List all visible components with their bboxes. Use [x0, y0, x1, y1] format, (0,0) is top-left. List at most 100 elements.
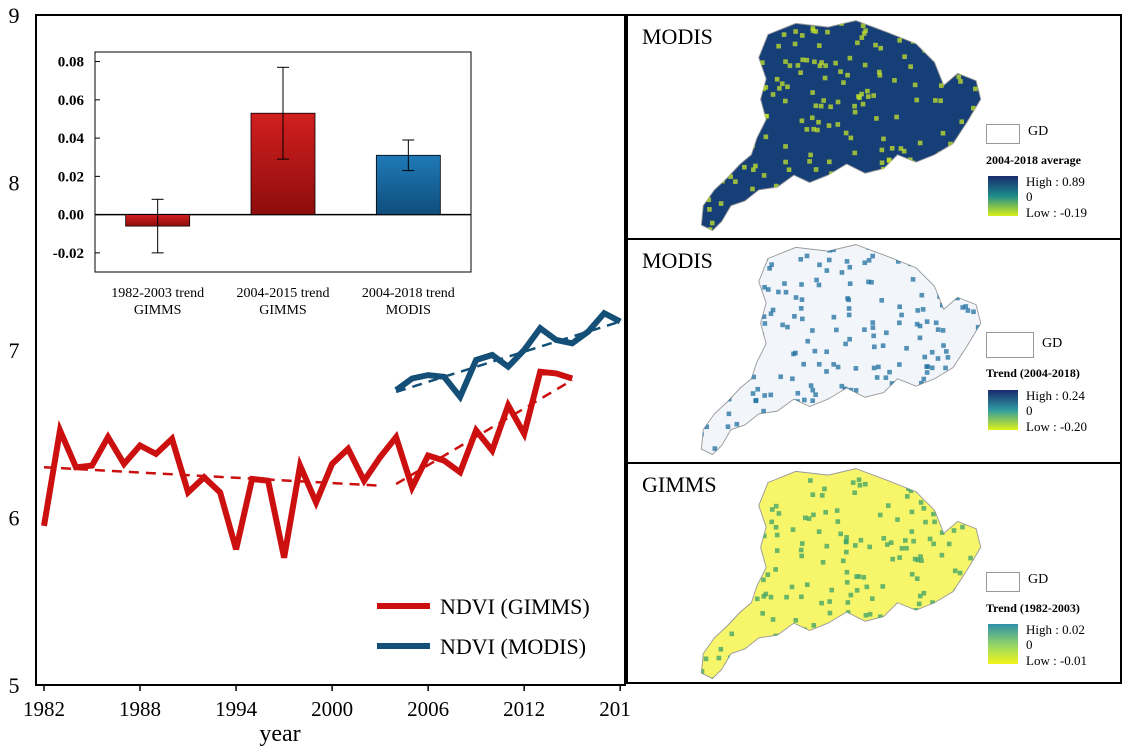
map-pixel [822, 75, 828, 81]
map-pixel [768, 311, 774, 317]
map-pixel [799, 417, 804, 423]
map-pixel [769, 211, 775, 217]
map-pixel [884, 679, 889, 684]
map-pixel [704, 251, 710, 257]
map-pixel [776, 289, 781, 295]
map-pixel [831, 314, 837, 320]
map-panel-3: GIMMS GD Trend (1982-2003) High : 0.02 0 Low … [626, 462, 1122, 684]
map-pixel [759, 637, 765, 643]
map-pixel [960, 524, 965, 530]
map-pixel [812, 59, 817, 65]
map-pixel [718, 201, 724, 206]
map-pixel [944, 154, 949, 159]
map-pixel [915, 308, 921, 313]
map-pixel [795, 63, 801, 68]
map-pixel [844, 579, 850, 585]
map-pixel [963, 128, 968, 133]
map-pixel [742, 164, 747, 170]
ramp-low-label: Low : -0.19 [1026, 205, 1088, 220]
map-pixel [773, 524, 779, 530]
map-pixel [888, 658, 893, 664]
map-pixel [886, 662, 891, 668]
map-pixel [897, 362, 902, 367]
legend-title: 2004-2018 average [986, 153, 1081, 167]
map-pixel [904, 494, 910, 499]
map-pixel [885, 638, 890, 644]
map-pixel [909, 431, 914, 437]
map-pixel [895, 259, 901, 264]
map-pixel [710, 105, 716, 110]
map-pixel [718, 104, 724, 110]
map-pixel [793, 350, 798, 356]
map-pixel [835, 364, 841, 370]
map-pixel [741, 599, 746, 605]
map-pixel [847, 204, 853, 209]
map-pixel [866, 258, 872, 263]
map-pixel [826, 123, 832, 128]
map-pixel [799, 553, 805, 559]
map-pixel [953, 441, 959, 447]
map-pixel [931, 416, 937, 422]
map-pixel [725, 366, 730, 371]
inset-y-tick-label: 0.00 [58, 208, 84, 224]
map-pixel [735, 273, 740, 279]
map-pixel [750, 186, 755, 192]
map-pixel [720, 164, 726, 170]
map-pixel [759, 655, 764, 661]
map-pixel [780, 322, 785, 328]
map-pixel [734, 652, 740, 658]
map-pixel [785, 84, 790, 90]
map-pixel [970, 244, 976, 250]
map-pixel [950, 193, 955, 198]
map-pixel [835, 122, 841, 127]
map-pixel [784, 594, 789, 600]
province-shape [700, 468, 982, 680]
map-pixel [951, 58, 956, 64]
map-pixel [847, 421, 853, 426]
map-pixel [942, 32, 948, 37]
map-pixel [769, 519, 775, 525]
map-pixel [708, 24, 713, 30]
map-pixel [916, 409, 922, 415]
map-pixel [749, 130, 754, 135]
map-pixel [863, 612, 869, 618]
map-pixel [763, 85, 769, 90]
map-pixel [779, 664, 784, 670]
map-pixel [871, 333, 876, 339]
map-pixel [862, 327, 867, 332]
map-pixel [794, 442, 800, 448]
map-pixel [870, 596, 875, 601]
map-pixel [850, 480, 856, 485]
gd-legend-label: GD [1042, 336, 1063, 351]
map-pixel [917, 593, 923, 599]
map-pixel [920, 393, 926, 398]
map-pixel [977, 477, 981, 482]
map-pixel [753, 45, 759, 50]
map-panel-1: MODIS GD 2004-2018 average High : 0.89 0 Low … [626, 14, 1122, 240]
map-pixel [954, 382, 959, 388]
map-pixel [961, 367, 966, 372]
map-title: MODIS [642, 24, 713, 49]
map-pixel [959, 195, 965, 201]
map-pixel [866, 186, 872, 192]
map-pixel [872, 344, 877, 350]
map-pixel [778, 443, 784, 448]
map-pixel [818, 407, 823, 412]
map-pixel [764, 664, 770, 670]
x-tick-label: 2018 [599, 697, 630, 721]
map-pixel [936, 252, 942, 258]
gd-legend-swatch [986, 124, 1020, 144]
map-pixel [847, 55, 853, 61]
map-pixel [707, 40, 713, 46]
map-pixel [932, 519, 937, 525]
map-pixel [789, 584, 795, 590]
map-pixel [834, 327, 839, 333]
map-pixel [880, 584, 886, 589]
map-pixel [781, 207, 786, 213]
map-pixel [871, 423, 876, 429]
map-pixel [980, 330, 981, 335]
map-pixel [978, 42, 981, 48]
map-pixel [869, 279, 874, 285]
map-pixel [839, 270, 845, 275]
map-pixel [783, 289, 789, 295]
